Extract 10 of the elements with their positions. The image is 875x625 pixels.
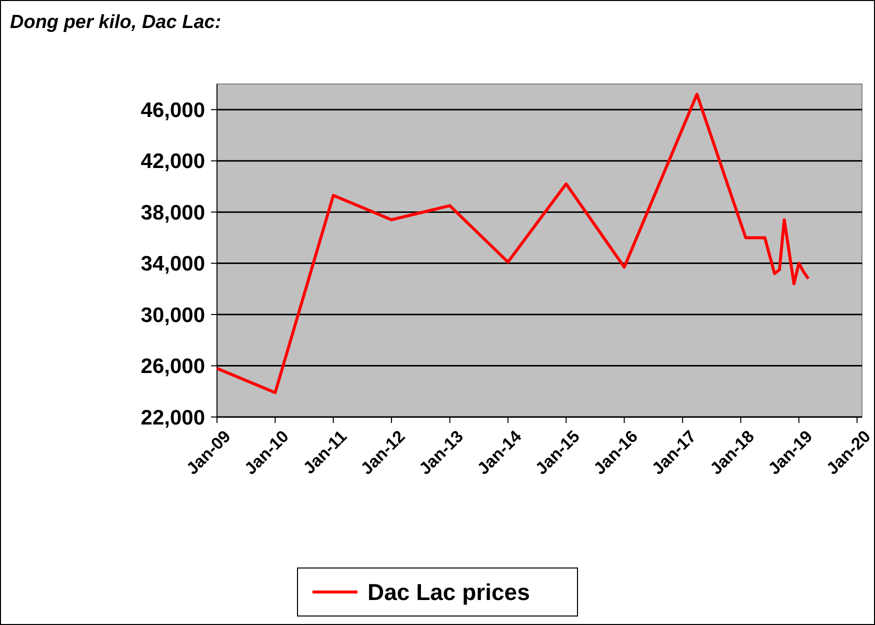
y-tick-label: 30,000 <box>140 304 205 327</box>
y-tick-label: 34,000 <box>140 252 205 276</box>
y-tick-label: 42,000 <box>140 150 205 174</box>
chart-title: Dong per kilo, Dac Lac: <box>10 12 222 33</box>
y-tick-label: 26,000 <box>140 355 205 378</box>
y-tick-label: 46,000 <box>140 98 205 122</box>
line-series <box>216 92 810 394</box>
y-tick-label: 22,000 <box>140 406 205 430</box>
legend-label: Dac Lac prices <box>368 579 530 606</box>
y-tick-label: 38,000 <box>140 201 205 224</box>
